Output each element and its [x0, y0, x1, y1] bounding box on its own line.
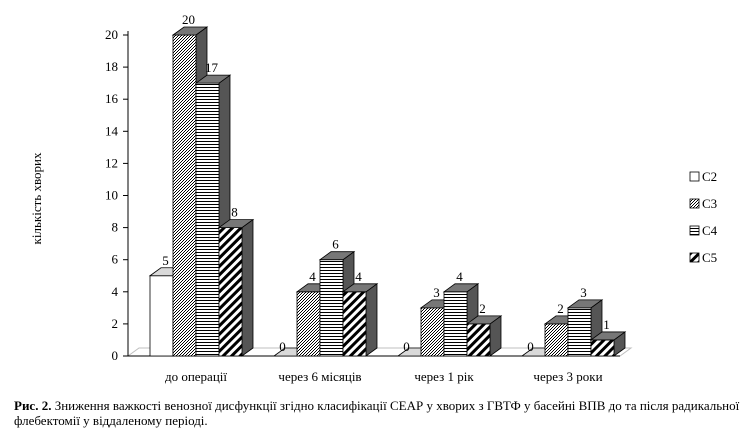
- y-tick-label: 20: [105, 27, 118, 42]
- data-label: 5: [162, 253, 169, 268]
- bar-C4: [195, 82, 220, 357]
- data-label: 0: [527, 339, 534, 354]
- data-label: 0: [279, 339, 286, 354]
- data-label: 2: [557, 301, 564, 316]
- bar-top-C5: [217, 219, 255, 228]
- bar-top-C4: [318, 251, 356, 261]
- legend-swatch-C5: [689, 252, 700, 263]
- chart-bars: [148, 26, 627, 357]
- bar-side-C5: [241, 218, 254, 357]
- bar-C4: [443, 291, 468, 357]
- y-tick-label: 8: [112, 220, 119, 235]
- data-label: 3: [580, 285, 587, 300]
- legend-label: C5: [702, 250, 717, 265]
- chart-legend: C2 C3 C4 C5: [689, 169, 718, 265]
- data-label: 4: [456, 269, 463, 284]
- data-label: 4: [309, 269, 316, 284]
- bar-top-C5: [589, 331, 627, 341]
- bar-top-C5: [341, 283, 379, 293]
- y-axis-label: кількість хворих: [29, 152, 44, 244]
- y-tick-label: 2: [112, 316, 119, 331]
- bar-C4: [567, 307, 592, 357]
- data-label: 1: [603, 317, 610, 332]
- data-label: 20: [182, 12, 195, 27]
- x-category-label: через 6 місяців: [278, 369, 361, 384]
- bar-C3: [420, 307, 445, 357]
- data-label: 6: [332, 237, 339, 252]
- bar-C5: [590, 339, 615, 357]
- bar-C3: [296, 291, 321, 357]
- bar-C4: [319, 259, 344, 357]
- caption-text: Зниження важкості венозної дисфункції зг…: [14, 398, 740, 428]
- legend-swatch-C2: [689, 171, 700, 182]
- x-category-label: через 1 рік: [414, 369, 474, 384]
- y-tick-label: 14: [105, 123, 119, 138]
- y-tick-label: 6: [112, 252, 119, 267]
- data-label: 17: [205, 60, 219, 75]
- legend-swatch-C4: [689, 225, 700, 236]
- bar-C5: [218, 227, 243, 357]
- data-label: 8: [231, 205, 238, 220]
- bar-C5: [466, 323, 491, 357]
- bar-C5: [342, 291, 367, 357]
- y-tick-label: 18: [105, 59, 118, 74]
- x-category-label: через 3 роки: [533, 369, 602, 384]
- y-tick-label: 12: [105, 155, 118, 170]
- data-label: 3: [433, 285, 440, 300]
- data-label: 2: [479, 301, 486, 316]
- figure-caption: Рис. 2. Зниження важкості венозної дисфу…: [14, 398, 744, 428]
- bar-C2: [149, 275, 174, 357]
- bar-top-C5: [465, 315, 503, 325]
- bar-side-C5: [365, 283, 378, 357]
- caption-label: Рис. 2.: [14, 398, 52, 413]
- y-tick-label: 16: [105, 91, 119, 106]
- bar-C3: [172, 34, 197, 357]
- bar-C3: [544, 323, 569, 357]
- legend-label: C4: [702, 223, 718, 238]
- legend-swatch-C3: [689, 198, 700, 209]
- bar-top-C4: [566, 299, 604, 309]
- y-tick-label: 10: [105, 188, 118, 203]
- data-label: 4: [355, 269, 362, 284]
- y-tick-label: 0: [112, 348, 119, 363]
- chart-labels: до операції через 6 місяців через 1 рік чер…: [162, 12, 610, 384]
- y-tick-label: 4: [112, 284, 119, 299]
- legend-label: C2: [702, 169, 717, 184]
- bar-top-C4: [194, 74, 232, 84]
- legend-label: C3: [702, 196, 717, 211]
- bar-top-C4: [442, 283, 480, 293]
- bar-top-C3: [171, 26, 209, 36]
- data-label: 0: [403, 339, 410, 354]
- x-category-label: до операції: [165, 369, 227, 384]
